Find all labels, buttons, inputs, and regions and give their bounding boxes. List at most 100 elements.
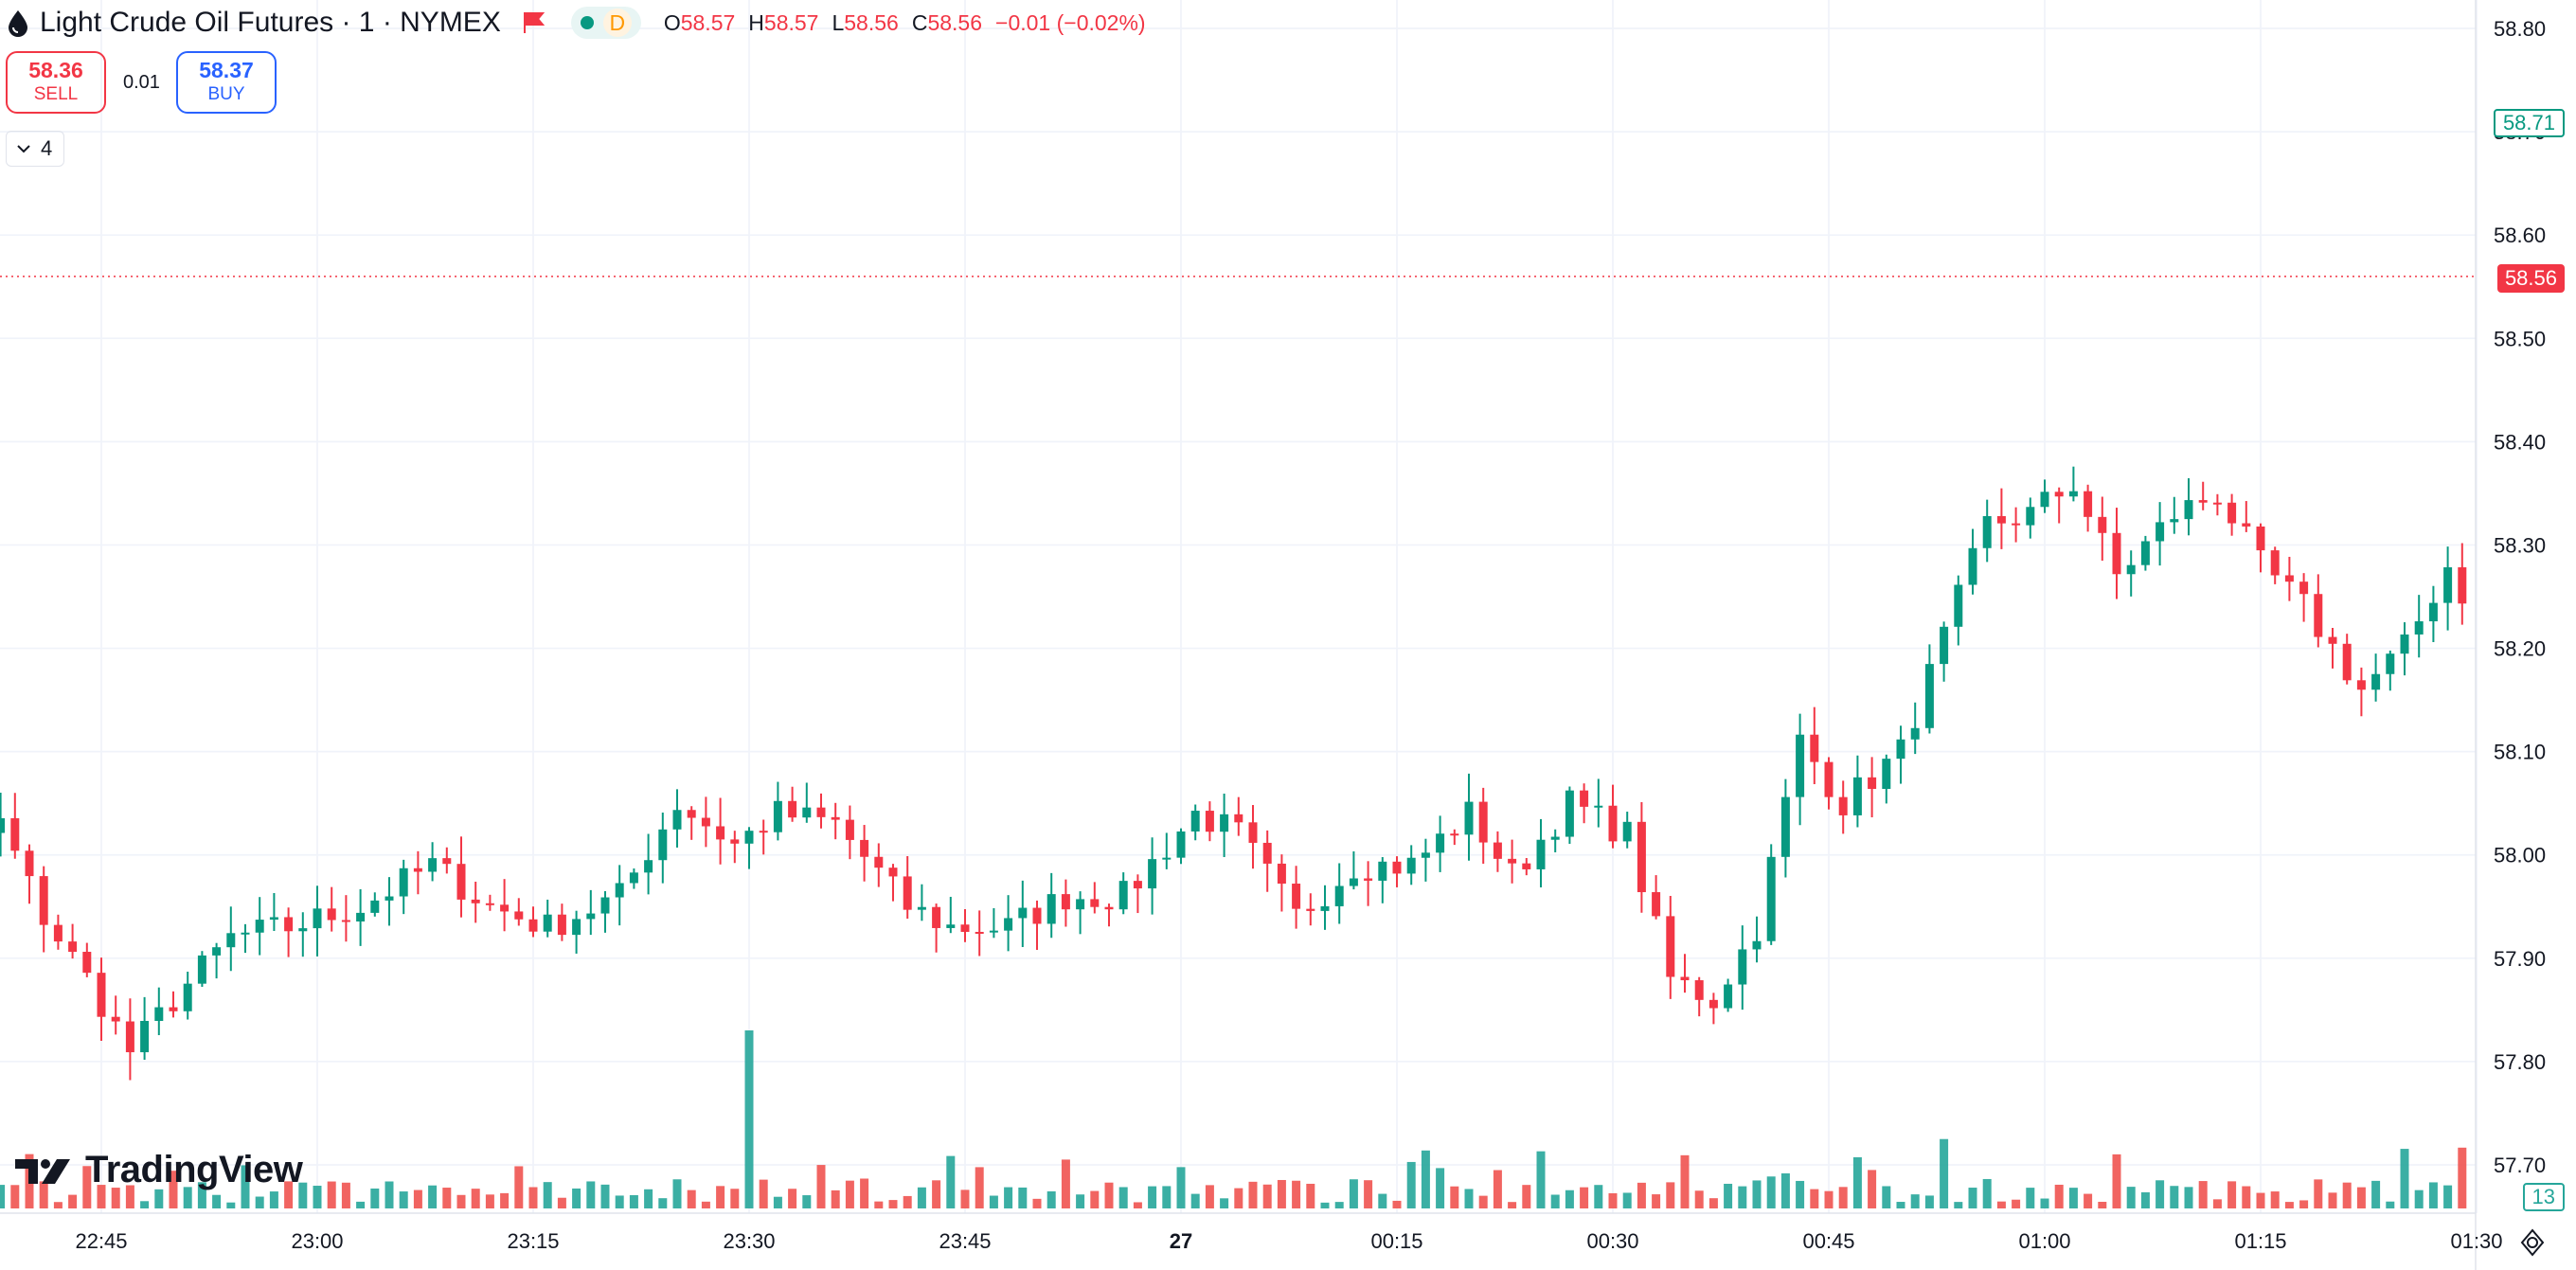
buy-button[interactable]: 58.37 BUY [176,51,277,114]
candle-body [1004,918,1013,931]
price-axis[interactable]: 58.8058.7058.6058.5058.4058.3058.2058.10… [2494,17,2546,1177]
candle-body [874,856,884,868]
candle-body [1262,842,1272,864]
volume-bar [1262,1184,1272,1208]
time-tick-label: 00:15 [1370,1229,1422,1253]
candle-body [298,928,308,932]
candle-body [816,807,826,817]
candle-body [1493,842,1502,859]
volume-bar [1190,1193,1200,1208]
volume-bar [644,1189,653,1208]
candle-body [1046,894,1056,924]
candle-body [1954,584,1963,627]
candle-body [1910,727,1920,740]
candle-body [1248,822,1258,843]
candle-body [327,908,336,921]
settings-icon[interactable] [2517,1227,2548,1258]
candle-body [399,868,408,897]
volume-bar [313,1186,322,1208]
volume-bar [2012,1199,2021,1208]
volume-bar [874,1201,884,1208]
volume-bar [125,1185,134,1208]
candle-body [860,839,869,857]
time-tick-label: 00:45 [1802,1229,1854,1253]
candle-body [888,868,898,877]
tradingview-logo[interactable]: TradingView [13,1149,303,1191]
volume-bar [2054,1184,2064,1208]
volume-bar [658,1198,668,1208]
candle-body [413,868,422,872]
candle-body [1666,916,1675,977]
volume-bar [1622,1192,1632,1208]
candle-body [1522,863,1531,869]
volume-bar [975,1167,984,1208]
volume-bar [1580,1187,1589,1208]
volume-bar [1104,1182,1114,1208]
volume-bar [2371,1180,2381,1208]
volume-bar [2386,1201,2395,1208]
buy-label: BUY [207,84,245,104]
volume-bar [1968,1188,1977,1208]
candle-body [1550,836,1560,840]
candle-body [1852,777,1862,815]
candle-body [2284,575,2294,582]
volume-bar [2314,1179,2323,1208]
volume-bar [1940,1138,1949,1208]
volume-bar [600,1184,610,1208]
flag-icon[interactable] [522,10,546,35]
volume-bar [413,1190,422,1208]
volume-bar [2184,1187,2193,1208]
market-status[interactable]: D [570,7,641,39]
candle-body [0,817,6,833]
volume-bar [1392,1200,1402,1208]
volume-bar [10,1185,20,1208]
spread-value: 0.01 [123,72,160,93]
volume-bar [0,1185,6,1208]
price-tick-label: 58.80 [2494,17,2546,41]
volume-bar [687,1190,696,1208]
high-label: H [748,9,764,35]
volume-bar [1924,1195,1934,1208]
delayed-data-badge[interactable]: D [602,9,632,37]
candle-body [2040,492,2049,508]
volume-bar [169,1171,178,1208]
volume-bar [471,1189,480,1208]
candle-body [140,1020,150,1053]
volume-bar [1176,1167,1186,1208]
candle-body [1968,547,1977,585]
chevron-down-icon [17,145,30,153]
candle-body [2270,550,2280,576]
volume-bar [1334,1202,1344,1208]
candle-body [2054,492,2064,497]
volume-bar [1450,1186,1459,1208]
volume-bar [1550,1194,1560,1208]
candle-body [946,924,956,928]
volume-bar [212,1194,222,1208]
candle-body [2371,673,2381,690]
volume-bar [1320,1202,1330,1208]
volume-value-label: 13 [2522,1183,2565,1211]
candle-body [2212,502,2222,505]
volume-bar [903,1195,912,1208]
candle-body [385,896,394,901]
candle-body [960,924,970,932]
volume-bar [2198,1181,2208,1208]
sell-button[interactable]: 58.36 SELL [6,51,106,114]
indicators-toggle-button[interactable]: 4 [6,131,64,167]
volume-bar [831,1190,840,1208]
candle-body [1450,833,1459,836]
price-tick-label: 58.30 [2494,533,2546,557]
time-axis[interactable]: 3022:4523:0023:1523:3023:452700:1500:300… [0,1229,2576,1253]
volume-bar [1406,1161,1416,1208]
candle-body [831,816,840,820]
candle-body [744,831,754,844]
candle-body [1406,857,1416,874]
candle-body [1478,801,1488,843]
time-tick-label: 27 [1170,1229,1192,1253]
symbol-title[interactable]: Light Crude Oil Futures · 1 · NYMEX [40,7,501,38]
candle-body [1364,878,1373,881]
volume-bar [802,1195,812,1208]
volume-bar [2443,1185,2453,1208]
tradingview-logo-icon [15,1158,70,1184]
